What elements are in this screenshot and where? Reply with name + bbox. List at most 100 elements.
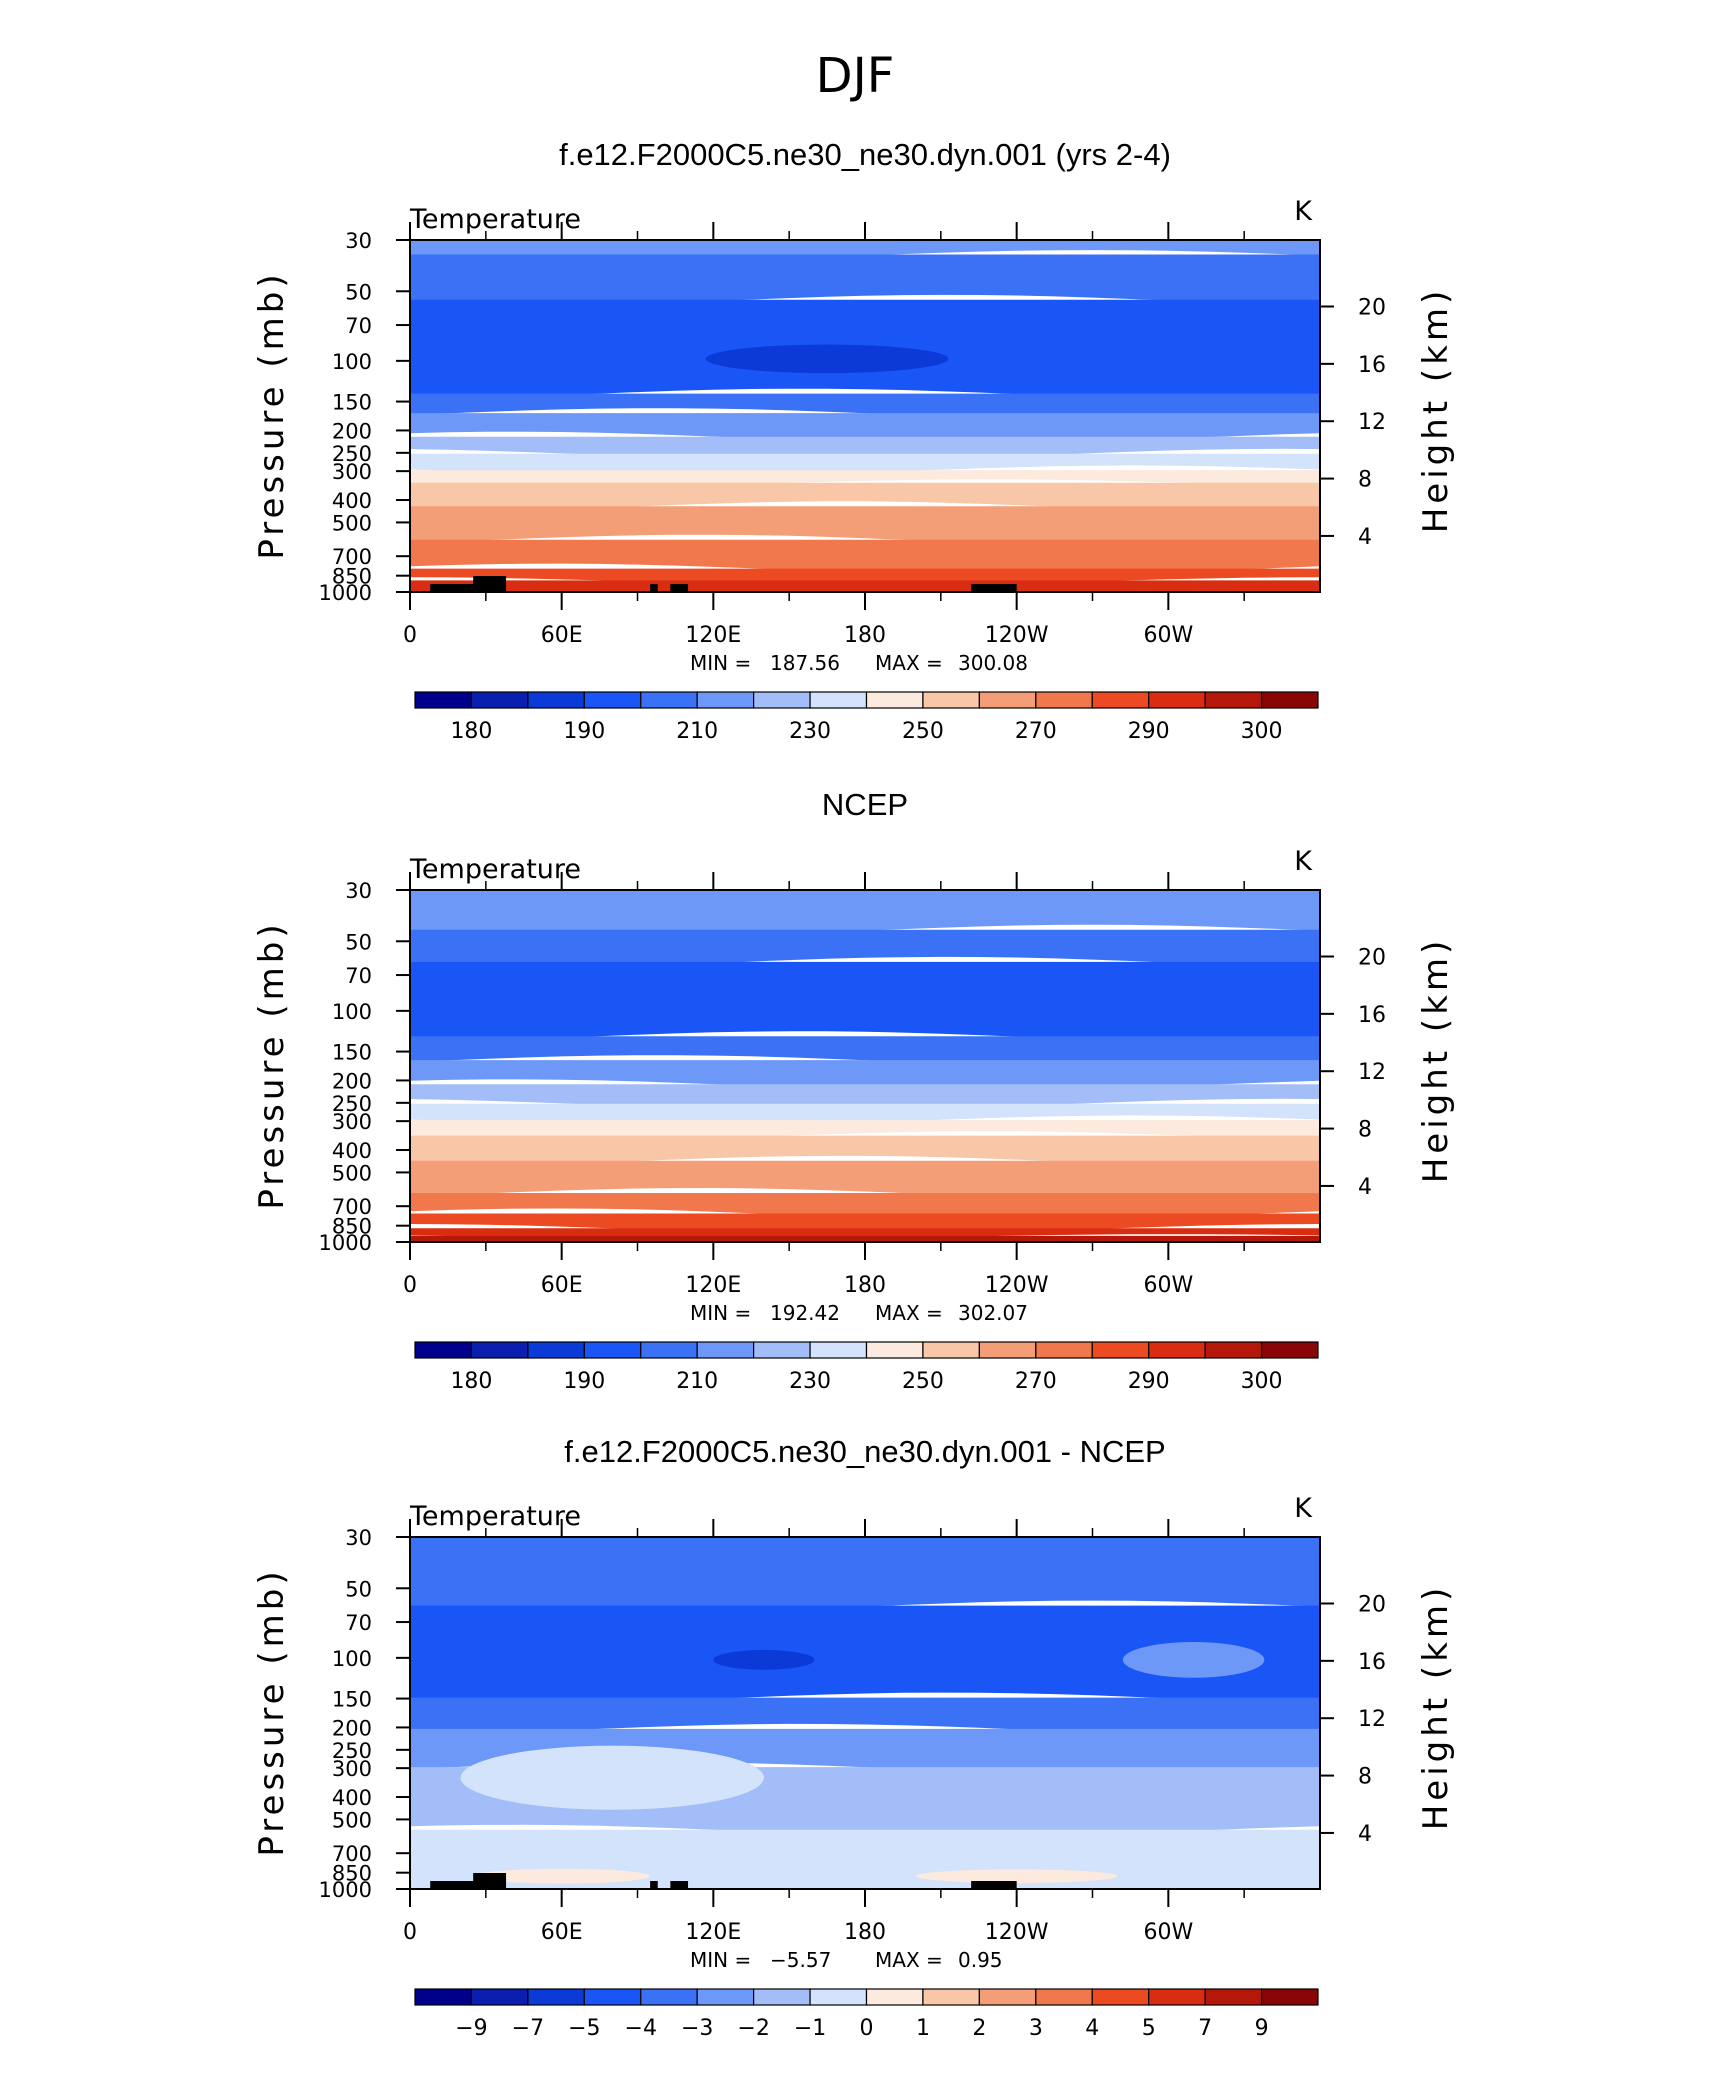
contour-blob — [915, 1869, 1118, 1884]
colorbar-swatch — [696, 691, 755, 709]
topography-mask — [650, 584, 658, 592]
x-tick-label: 120E — [685, 1920, 741, 1945]
colorbar-label: 290 — [1128, 1369, 1170, 1394]
contour-band — [410, 1060, 1320, 1092]
contour-band — [410, 1728, 1320, 1775]
min-label: MIN = — [690, 1948, 751, 1972]
colorbar-label: 4 — [1085, 2016, 1099, 2041]
y2-tick-label: 20 — [1358, 945, 1386, 970]
y-tick-label: 250 — [332, 442, 372, 466]
colorbar-label: 300 — [1241, 719, 1283, 744]
colorbar-label: 190 — [563, 1369, 605, 1394]
panel-title: NCEP — [822, 787, 908, 822]
colorbar-swatch — [978, 691, 1037, 709]
colorbar-swatch — [414, 691, 473, 709]
variable-label: Temperature — [409, 1501, 581, 1532]
y-tick-label: 200 — [332, 419, 372, 443]
colorbar-swatch — [470, 1341, 529, 1359]
colorbar-swatch — [1204, 1988, 1263, 2006]
units-label: K — [1294, 1493, 1313, 1524]
colorbar-swatch — [865, 691, 924, 709]
contour-band — [410, 482, 1320, 514]
colorbar-swatch — [1148, 1988, 1206, 2006]
contour-band — [410, 1036, 1320, 1068]
x-tick-label: 60E — [541, 623, 583, 648]
y2-tick-label: 16 — [1358, 1003, 1386, 1028]
min-label: MIN = — [690, 1301, 751, 1325]
colorbar-swatch — [470, 691, 529, 709]
colorbar-swatch — [1260, 1988, 1319, 2006]
colorbar-swatch — [583, 1988, 642, 2006]
colorbar-swatch — [978, 1341, 1037, 1359]
y-tick-label: 500 — [332, 511, 372, 535]
colorbar-swatch — [865, 1988, 924, 2006]
colorbar-label: −5 — [568, 2016, 600, 2041]
colorbar-label: 250 — [902, 719, 944, 744]
y-tick-label: 70 — [345, 964, 372, 988]
contour-band — [410, 890, 1320, 937]
min-value: 187.56 — [770, 651, 840, 675]
contour-band — [410, 254, 1320, 307]
colorbar-swatch — [1260, 691, 1319, 709]
topography-mask — [473, 1873, 507, 1889]
topography-mask — [971, 1881, 1017, 1889]
y-tick-label: 250 — [332, 1092, 372, 1116]
y-tick-label: 100 — [332, 350, 372, 374]
colorbar-label: 210 — [676, 1369, 718, 1394]
contour-blob — [705, 344, 949, 374]
colorbar-swatch — [809, 1988, 868, 2006]
topography-mask — [971, 584, 1017, 592]
y-tick-label: 850 — [332, 1215, 372, 1239]
y-tick-label: 850 — [332, 1862, 372, 1886]
colorbar-label: 230 — [789, 1369, 831, 1394]
y-tick-label: 400 — [332, 489, 372, 513]
colorbar-label: 190 — [563, 719, 605, 744]
contour-band — [410, 1605, 1320, 1705]
y-tick-label: 30 — [345, 229, 372, 253]
y2-tick-label: 4 — [1358, 525, 1372, 550]
contour-band — [410, 929, 1320, 969]
y2-tick-label: 16 — [1358, 1650, 1386, 1675]
colorbar-label: −3 — [681, 2016, 713, 2041]
y-tick-label: 50 — [345, 1577, 372, 1601]
colorbar-swatch — [470, 1988, 529, 2006]
colorbar-swatch — [809, 691, 868, 709]
colorbar-swatch — [809, 1341, 868, 1359]
contour-blob — [460, 1745, 764, 1810]
colorbar-label: 180 — [450, 1369, 492, 1394]
colorbar-label: 9 — [1255, 2016, 1269, 2041]
colorbar-swatch — [527, 691, 585, 709]
x-tick-label: 120W — [985, 1273, 1049, 1298]
y-tick-label: 700 — [332, 1842, 372, 1866]
colorbar-label: −9 — [455, 2016, 487, 2041]
colorbar-label: 7 — [1198, 2016, 1212, 2041]
topography-mask — [473, 576, 507, 592]
colorbar-swatch — [583, 691, 642, 709]
y-tick-label: 200 — [332, 1716, 372, 1740]
variable-label: Temperature — [409, 204, 581, 235]
topography-mask — [670, 584, 689, 592]
contour-band — [410, 1537, 1320, 1613]
y-tick-label: 250 — [332, 1739, 372, 1763]
x-tick-label: 60E — [541, 1920, 583, 1945]
colorbar-label: 0 — [860, 2016, 874, 2041]
x-tick-label: 120E — [685, 1273, 741, 1298]
y-tick-label: 700 — [332, 1195, 372, 1219]
topography-mask — [650, 1881, 658, 1889]
colorbar-label: 270 — [1015, 719, 1057, 744]
colorbar-label: 300 — [1241, 1369, 1283, 1394]
y-axis-label: Pressure (mb) — [252, 920, 292, 1209]
colorbar-swatch — [696, 1341, 755, 1359]
colorbar-swatch — [1091, 1341, 1150, 1359]
y-tick-label: 150 — [332, 1688, 372, 1712]
x-tick-label: 180 — [844, 1920, 886, 1945]
colorbar-swatch — [1035, 691, 1093, 709]
y-tick-label: 100 — [332, 1000, 372, 1024]
y-tick-label: 300 — [332, 460, 372, 484]
y-tick-label: 1000 — [319, 1231, 372, 1255]
colorbar-label: −4 — [625, 2016, 657, 2041]
min-value: 192.42 — [770, 1301, 840, 1325]
y2-tick-label: 12 — [1358, 1060, 1386, 1085]
y-tick-label: 300 — [332, 1757, 372, 1781]
max-value: 302.07 — [958, 1301, 1028, 1325]
